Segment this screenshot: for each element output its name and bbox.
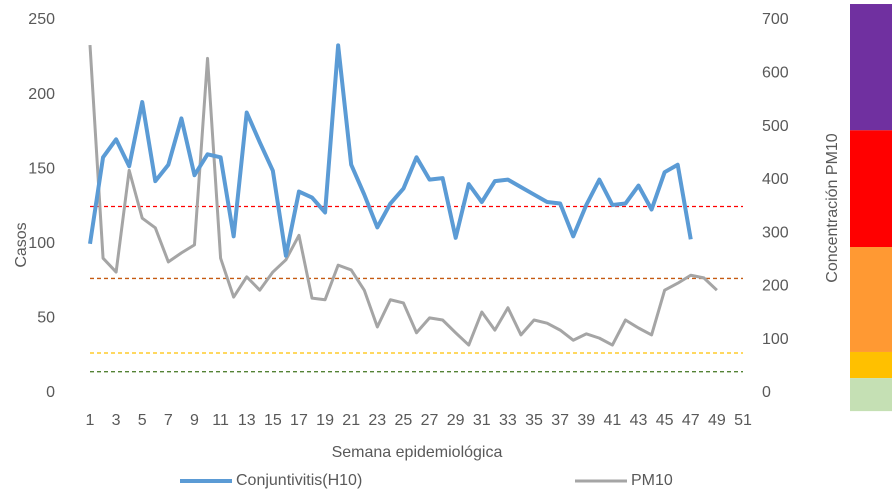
y-tick-label: 250 bbox=[28, 11, 55, 28]
x-tick-label: 13 bbox=[238, 412, 256, 429]
y2-axis-title: Concentración PM10 bbox=[824, 133, 841, 283]
color-band bbox=[850, 130, 892, 247]
y2-tick-label: 300 bbox=[762, 224, 789, 241]
x-tick-label: 33 bbox=[499, 412, 517, 429]
x-tick-label: 23 bbox=[368, 412, 386, 429]
x-tick-label: 7 bbox=[164, 412, 173, 429]
x-tick-label: 5 bbox=[138, 412, 147, 429]
x-tick-label: 21 bbox=[342, 412, 360, 429]
y-tick-label: 150 bbox=[28, 160, 55, 177]
x-tick-label: 25 bbox=[395, 412, 413, 429]
x-tick-label: 41 bbox=[604, 412, 622, 429]
y-tick-label: 200 bbox=[28, 86, 55, 103]
x-tick-label: 29 bbox=[447, 412, 465, 429]
color-band bbox=[850, 378, 892, 412]
x-tick-label: 49 bbox=[708, 412, 726, 429]
x-tick-label: 27 bbox=[421, 412, 439, 429]
x-tick-label: 11 bbox=[212, 412, 229, 429]
x-tick-label: 45 bbox=[656, 412, 674, 429]
x-tick-label: 9 bbox=[190, 412, 199, 429]
y2-tick-label: 600 bbox=[762, 65, 789, 82]
y-tick-label: 100 bbox=[28, 235, 55, 252]
y-axis-title: Casos bbox=[13, 222, 30, 267]
y2-tick-label: 200 bbox=[762, 278, 789, 295]
y2-tick-label: 100 bbox=[762, 331, 789, 348]
y2-tick-label: 500 bbox=[762, 118, 789, 135]
y2-tick-label: 0 bbox=[762, 384, 771, 401]
x-tick-label: 15 bbox=[264, 412, 282, 429]
x-tick-label: 19 bbox=[316, 412, 334, 429]
x-tick-label: 37 bbox=[551, 412, 569, 429]
x-tick-label: 3 bbox=[112, 412, 121, 429]
y2-tick-label: 400 bbox=[762, 171, 789, 188]
y2-tick-label: 700 bbox=[762, 11, 789, 28]
x-tick-label: 35 bbox=[525, 412, 543, 429]
color-band bbox=[850, 4, 892, 131]
y-tick-label: 0 bbox=[46, 384, 55, 401]
x-tick-label: 47 bbox=[682, 412, 700, 429]
legend-label: Conjuntivitis(H10) bbox=[236, 472, 362, 489]
x-tick-label: 43 bbox=[630, 412, 648, 429]
series-line bbox=[88, 44, 718, 347]
x-tick-label: 39 bbox=[577, 412, 595, 429]
x-tick-label: 1 bbox=[86, 412, 95, 429]
x-tick-label: 31 bbox=[473, 412, 491, 429]
color-band bbox=[850, 246, 892, 352]
color-band bbox=[850, 351, 892, 379]
x-tick-label: 51 bbox=[734, 412, 752, 429]
legend-label: PM10 bbox=[631, 472, 673, 489]
x-tick-label: 17 bbox=[290, 412, 308, 429]
y-tick-label: 50 bbox=[37, 310, 55, 327]
series-line bbox=[88, 43, 693, 258]
x-axis-title: Semana epidemiológica bbox=[332, 444, 503, 461]
